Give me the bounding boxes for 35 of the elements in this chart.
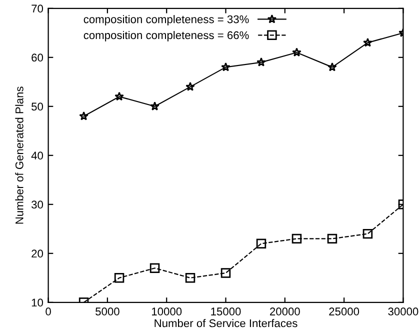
x-tick-label: 10000 — [152, 308, 182, 316]
y-tick-label: 10 — [32, 298, 44, 307]
x-tick-label: 5000 — [96, 308, 120, 316]
point — [150, 263, 160, 273]
x-tick-label: 30000 — [388, 308, 418, 316]
point — [185, 273, 196, 283]
point — [79, 111, 88, 120]
y-tick-label: 30 — [32, 200, 44, 209]
y-tick-label: 60 — [32, 54, 44, 62]
point — [114, 273, 124, 283]
point — [221, 62, 230, 72]
x-axis-title: Number of Service Interfaces — [154, 319, 298, 328]
x-tick-label: 25000 — [329, 308, 360, 316]
point — [220, 268, 231, 278]
x-tick-label: 15000 — [211, 308, 241, 316]
point — [362, 228, 373, 239]
point — [256, 238, 266, 248]
y-axis-title: Number of Generated Plans — [15, 86, 24, 224]
y-tick-label: 20 — [32, 250, 44, 258]
x-tick-label: 20000 — [270, 308, 300, 316]
point — [363, 38, 372, 47]
point — [328, 62, 337, 72]
y-tick-label: 50 — [32, 102, 44, 111]
x-tick-label: 0 — [46, 308, 51, 316]
point — [256, 57, 266, 66]
y-tick-label: 40 — [31, 152, 44, 160]
point — [327, 234, 338, 244]
y-tick-label: 70 — [32, 4, 44, 13]
legend-label: composition completeness = 66% — [84, 30, 249, 42]
legend-label: composition completeness = 33% — [84, 15, 249, 26]
point — [114, 92, 124, 101]
point — [150, 102, 160, 110]
point — [186, 82, 195, 91]
point — [292, 234, 302, 244]
point — [292, 48, 302, 57]
